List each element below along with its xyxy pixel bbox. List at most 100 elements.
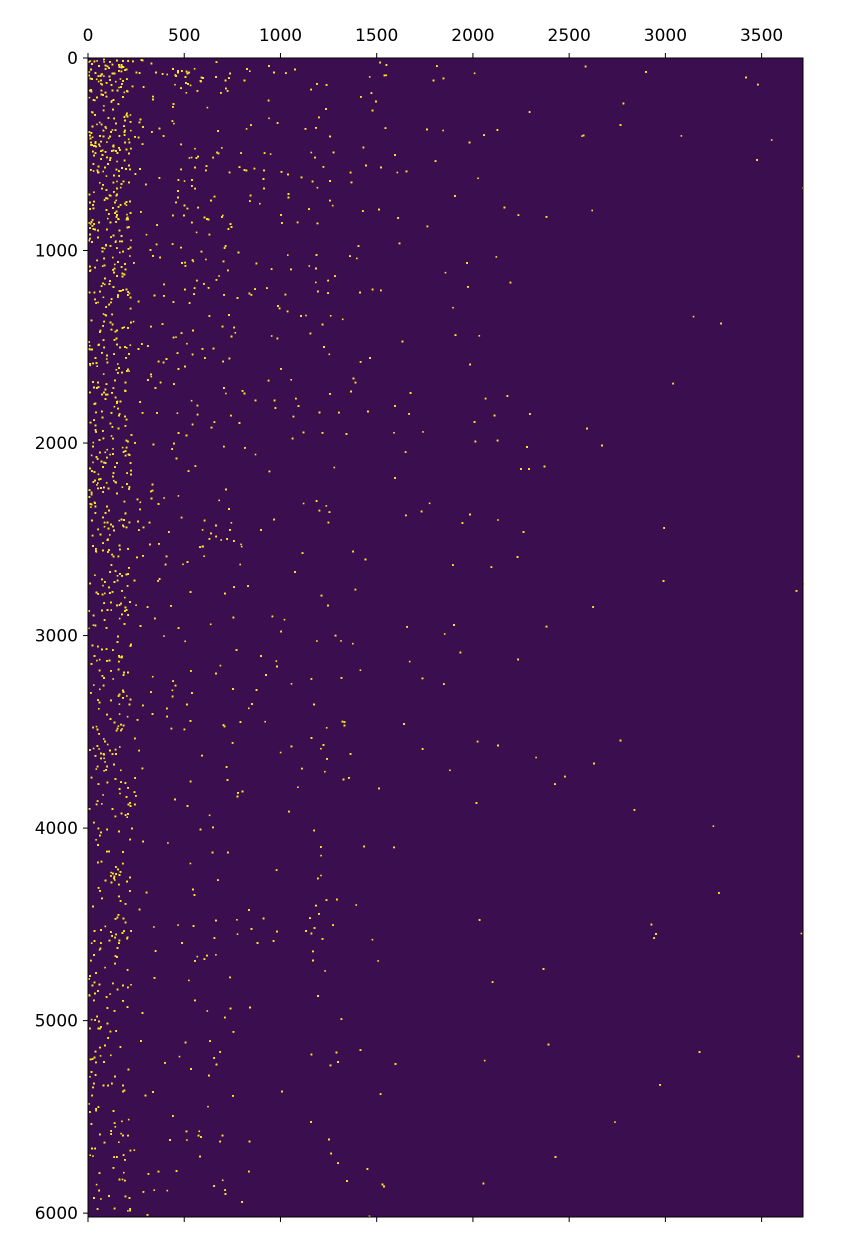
nonzero-entry — [119, 78, 122, 80]
nonzero-entry — [88, 348, 90, 350]
nonzero-entry — [110, 609, 112, 611]
nonzero-entry — [393, 432, 395, 434]
nonzero-entry — [121, 1120, 123, 1123]
nonzero-entries — [88, 58, 805, 1218]
nonzero-entry — [93, 191, 95, 193]
nonzero-entry — [115, 369, 118, 371]
nonzero-entry — [268, 117, 270, 120]
nonzero-entry — [371, 938, 374, 941]
nonzero-entry — [121, 1178, 124, 1181]
nonzero-entry — [175, 336, 177, 338]
nonzero-entry — [117, 725, 120, 727]
nonzero-entry — [89, 269, 92, 271]
nonzero-entry — [103, 770, 105, 772]
nonzero-entry — [177, 924, 179, 926]
nonzero-entry — [102, 313, 105, 315]
nonzero-entry — [275, 660, 278, 662]
nonzero-entry — [98, 949, 101, 951]
nonzero-entry — [189, 862, 192, 865]
nonzero-entry — [98, 708, 100, 710]
nonzero-entry — [94, 144, 96, 147]
nonzero-entry — [385, 74, 388, 77]
nonzero-entry — [190, 156, 193, 159]
nonzero-entry — [94, 99, 96, 102]
nonzero-entry — [712, 825, 715, 827]
nonzero-entry — [297, 786, 299, 788]
nonzero-entry — [96, 659, 98, 662]
nonzero-entry — [115, 80, 117, 83]
nonzero-entry — [316, 640, 318, 642]
nonzero-entry — [118, 519, 121, 522]
nonzero-entry — [103, 738, 105, 740]
nonzero-entry — [184, 640, 186, 643]
nonzero-entry — [102, 170, 104, 173]
nonzero-entry — [139, 501, 142, 504]
nonzero-entry — [581, 135, 583, 137]
nonzero-entry — [120, 1132, 122, 1135]
nonzero-entry — [178, 1055, 181, 1058]
nonzero-entry — [195, 231, 198, 234]
nonzero-entry — [101, 265, 104, 267]
nonzero-entry — [120, 769, 122, 772]
nonzero-entry — [118, 713, 121, 715]
nonzero-entry — [355, 904, 357, 906]
nonzero-entry — [97, 482, 99, 484]
nonzero-entry — [104, 314, 106, 316]
nonzero-entry — [221, 147, 223, 149]
nonzero-entry — [182, 563, 184, 566]
nonzero-entry — [329, 315, 332, 317]
nonzero-entry — [105, 127, 107, 130]
nonzero-entry — [119, 792, 121, 795]
nonzero-entry — [111, 129, 114, 131]
nonzero-entry — [443, 633, 446, 635]
nonzero-entry — [591, 209, 593, 212]
nonzero-entry — [92, 747, 95, 750]
nonzero-entry — [194, 147, 196, 150]
nonzero-entry — [114, 1126, 117, 1128]
nonzero-entry — [89, 344, 91, 347]
nonzero-entry — [110, 871, 112, 874]
nonzero-entry — [89, 1154, 91, 1156]
nonzero-entry — [167, 842, 169, 844]
nonzero-entry — [356, 257, 358, 260]
nonzero-entry — [119, 746, 121, 748]
nonzero-entry — [104, 966, 106, 969]
nonzero-entry — [133, 1149, 136, 1151]
nonzero-entry — [333, 466, 336, 469]
nonzero-entry — [325, 505, 328, 507]
nonzero-entry — [153, 1189, 155, 1191]
nonzero-entry — [249, 70, 251, 72]
nonzero-entry — [368, 76, 371, 78]
nonzero-entry — [98, 748, 100, 750]
nonzero-entry — [189, 84, 192, 87]
nonzero-entry — [90, 454, 93, 457]
nonzero-entry — [96, 365, 98, 367]
nonzero-entry — [104, 283, 106, 286]
nonzero-entry — [236, 919, 238, 921]
nonzero-entry — [95, 839, 97, 841]
nonzero-entry — [128, 292, 131, 295]
nonzero-entry — [206, 1010, 209, 1012]
nonzero-entry — [320, 854, 322, 857]
nonzero-entry — [126, 695, 128, 697]
nonzero-entry — [270, 335, 273, 337]
nonzero-entry — [107, 217, 109, 220]
nonzero-entry — [95, 78, 98, 81]
nonzero-entry — [112, 256, 114, 259]
nonzero-entry — [110, 100, 113, 102]
nonzero-entry — [770, 139, 773, 141]
nonzero-entry — [130, 239, 132, 242]
nonzero-entry — [173, 122, 175, 125]
nonzero-entry — [166, 1189, 169, 1192]
nonzero-entry — [185, 92, 188, 94]
nonzero-entry — [91, 136, 94, 138]
nonzero-entry — [408, 660, 411, 663]
nonzero-entry — [116, 575, 119, 577]
nonzero-entry — [109, 534, 111, 536]
nonzero-entry — [203, 555, 205, 557]
nonzero-entry — [119, 186, 122, 189]
nonzero-entry — [218, 275, 220, 277]
nonzero-entry — [477, 177, 479, 180]
nonzero-entry — [305, 314, 307, 317]
